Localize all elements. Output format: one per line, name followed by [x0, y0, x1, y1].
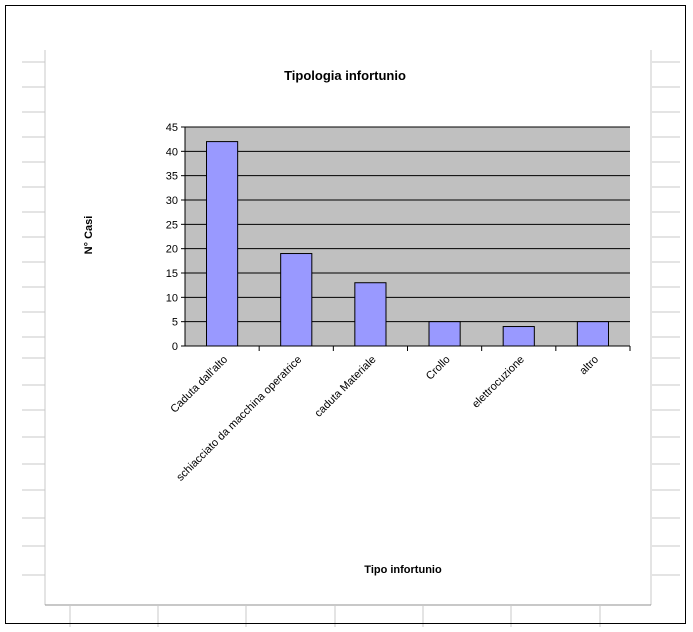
plot-background [185, 127, 630, 346]
y-tick-label: 30 [166, 195, 178, 207]
chart-title: Tipologia infortunio [284, 68, 406, 83]
bar[interactable] [576, 321, 609, 347]
x-category-label: elettrocuzione [470, 354, 527, 411]
y-tick-label: 25 [166, 219, 178, 231]
y-tick-label: 5 [172, 317, 178, 329]
y-tick-label: 45 [166, 122, 178, 134]
bar[interactable] [354, 282, 387, 347]
x-axis-title: Tipo infortunio [364, 564, 442, 576]
y-tick-label: 20 [166, 244, 178, 256]
x-category-label: Crollo [424, 354, 453, 383]
x-category-label: Caduta dall'alto [168, 354, 230, 416]
bar[interactable] [428, 321, 461, 347]
y-tick-label: 10 [166, 292, 178, 304]
bar[interactable] [206, 141, 239, 347]
x-category-label: schiacciato da macchina operatrice [174, 354, 304, 484]
x-category-label: altro [577, 354, 601, 378]
chart-frame [5, 5, 686, 624]
bar[interactable] [502, 326, 535, 347]
bar[interactable] [280, 253, 313, 347]
y-tick-label: 0 [172, 341, 178, 353]
y-axis-title: N° Casi [83, 216, 95, 255]
y-tick-label: 35 [166, 171, 178, 183]
y-tick-label: 15 [166, 268, 178, 280]
x-category-label: caduta Materiale [313, 354, 379, 420]
y-tick-label: 40 [166, 146, 178, 158]
plot-area: 0 5 10 15 20 25 30 35 40 45 Caduta dall'altoschiac… [166, 122, 631, 484]
